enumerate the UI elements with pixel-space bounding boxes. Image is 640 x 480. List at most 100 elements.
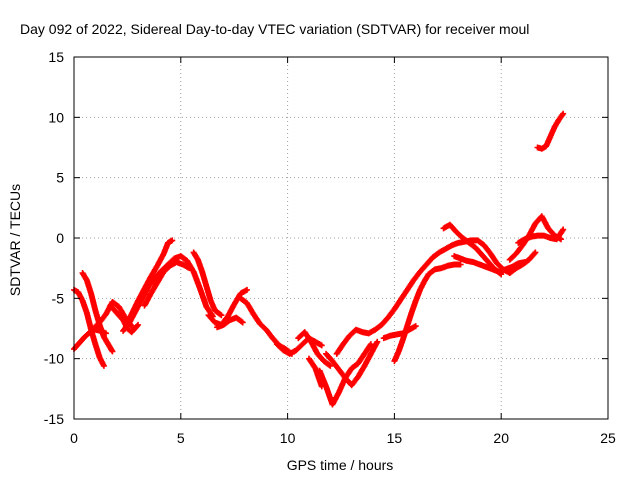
data-point <box>98 356 101 359</box>
data-point <box>523 238 526 241</box>
x-tick-label: 10 <box>280 430 296 446</box>
data-point <box>239 292 242 295</box>
data-point <box>239 297 242 300</box>
data-point <box>453 263 456 266</box>
data-point <box>468 241 471 244</box>
series-track-18 <box>333 237 539 357</box>
data-point <box>433 268 436 271</box>
marker-path <box>333 237 539 357</box>
data-point <box>331 360 334 363</box>
series-track-7 <box>122 237 176 332</box>
data-point <box>335 352 338 355</box>
data-point <box>476 239 479 242</box>
data-point <box>562 228 565 231</box>
marker-path <box>237 295 295 357</box>
data-point <box>489 252 492 255</box>
data-point <box>419 288 422 291</box>
data-point <box>442 227 445 230</box>
data-point <box>117 305 120 308</box>
data-point <box>98 321 101 324</box>
data-point <box>124 316 127 319</box>
data-point <box>303 331 306 334</box>
data-point <box>540 215 543 218</box>
data-point <box>553 125 556 128</box>
data-point <box>483 244 486 247</box>
data-point <box>495 262 498 265</box>
data-point <box>369 343 372 346</box>
data-point <box>83 335 86 338</box>
data-point <box>111 300 114 303</box>
data-point <box>549 135 552 138</box>
data-points <box>71 110 567 408</box>
data-point <box>344 376 347 379</box>
data-point <box>265 328 268 331</box>
data-point <box>169 264 172 267</box>
y-tick-label: 5 <box>56 170 64 186</box>
data-point <box>508 258 511 261</box>
data-point <box>226 315 229 318</box>
series-track-12 <box>237 295 295 357</box>
data-point <box>478 263 481 266</box>
data-point <box>111 350 114 353</box>
data-point <box>171 239 174 242</box>
data-point <box>342 343 345 346</box>
data-point <box>363 364 366 367</box>
y-tick-label: 15 <box>48 49 64 65</box>
data-point <box>474 246 477 249</box>
data-point <box>540 147 543 150</box>
y-tick-label: -10 <box>44 351 64 367</box>
data-point <box>406 325 409 328</box>
data-point <box>154 276 157 279</box>
data-point <box>498 270 501 273</box>
data-point <box>314 367 317 370</box>
data-point <box>401 332 404 335</box>
data-point <box>216 326 219 329</box>
data-point <box>166 241 169 244</box>
data-point <box>393 308 396 311</box>
data-point <box>369 352 372 355</box>
data-point <box>485 265 488 268</box>
data-point <box>423 280 426 283</box>
x-tick-label: 0 <box>70 430 78 446</box>
data-point <box>85 311 88 314</box>
data-point <box>314 340 317 343</box>
data-point <box>389 334 392 337</box>
data-point <box>81 299 84 302</box>
data-point <box>105 313 108 316</box>
data-point <box>555 238 558 241</box>
data-point <box>258 322 261 325</box>
data-point <box>94 309 97 312</box>
data-point <box>156 264 159 267</box>
data-point <box>107 343 110 346</box>
y-axis-label: SDTVAR / TECUs <box>7 184 23 296</box>
data-point <box>115 311 118 314</box>
data-point <box>354 328 357 331</box>
data-point <box>85 279 88 282</box>
data-point <box>536 146 539 149</box>
data-point <box>453 255 456 258</box>
data-point <box>427 273 430 276</box>
data-point <box>205 305 208 308</box>
data-point <box>124 327 127 330</box>
data-point <box>350 384 353 387</box>
data-point <box>523 261 526 264</box>
data-point <box>122 319 125 322</box>
data-point <box>527 258 530 261</box>
data-point <box>517 241 520 244</box>
data-point <box>173 257 176 260</box>
x-tick-label: 20 <box>493 430 509 446</box>
marker-path <box>380 323 419 342</box>
data-point <box>149 275 152 278</box>
data-point <box>228 319 231 322</box>
data-point <box>549 237 552 239</box>
data-point <box>130 325 133 328</box>
data-point <box>480 253 483 256</box>
data-point <box>530 235 533 238</box>
data-point <box>207 314 210 317</box>
data-point <box>350 367 353 370</box>
data-point <box>310 340 313 343</box>
data-point <box>307 357 310 360</box>
data-point <box>510 265 513 268</box>
data-point <box>425 263 428 266</box>
